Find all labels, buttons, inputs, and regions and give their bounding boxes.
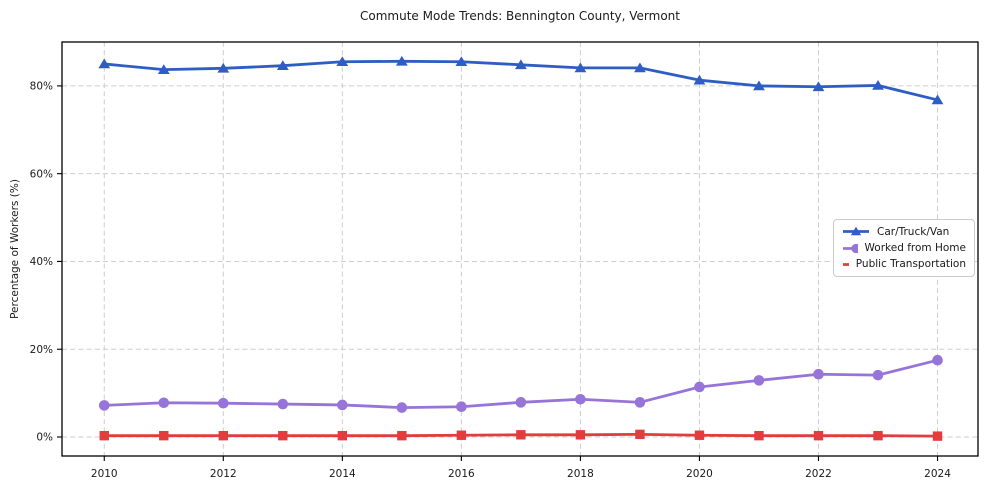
x-tick-label: 2022 [805, 468, 832, 480]
x-tick-label: 2014 [329, 468, 356, 480]
worked-from-home-marker [277, 398, 289, 410]
y-tick-label: 40% [30, 256, 53, 268]
x-tick-label: 2024 [924, 468, 951, 480]
worked-from-home-marker [753, 375, 765, 386]
y-tick-label: 60% [30, 168, 53, 180]
y-tick-label: 0% [36, 432, 53, 444]
worked-from-home-marker [456, 401, 467, 413]
x-tick-label: 2010 [91, 468, 118, 480]
car-truck-van-legend-marker-icon [843, 226, 869, 236]
worked-from-home-marker [515, 397, 527, 408]
car-truck-van-marker [574, 62, 587, 73]
public-transportation-marker [516, 430, 526, 440]
public-transportation-marker [694, 430, 705, 440]
car-truck-van-marker [276, 60, 289, 70]
car-truck-van-marker [157, 64, 170, 74]
series-public-transportation [99, 429, 943, 441]
worked-from-home-marker [158, 397, 170, 409]
public-transportation-marker [337, 430, 348, 441]
worked-from-home-marker [337, 399, 348, 411]
x-tick-label: 2020 [686, 468, 713, 480]
car-truck-van-marker [931, 94, 944, 105]
car-truck-van-marker [455, 56, 468, 67]
public-transportation-marker [278, 430, 288, 441]
worked-from-home-marker [634, 397, 646, 408]
public-transportation-marker [754, 430, 764, 441]
public-transportation-marker [159, 430, 169, 441]
legend-label: Car/Truck/Van [877, 225, 950, 238]
public-transportation-marker [456, 430, 467, 440]
legend-label: Public Transportation [855, 258, 966, 271]
worked-from-home-marker [98, 400, 110, 411]
public-transportation-marker [575, 430, 586, 440]
public-transportation-marker [873, 430, 883, 441]
x-tick-label: 2012 [210, 468, 237, 480]
y-tick-label: 80% [30, 81, 53, 93]
legend-item-worked-from-home: Worked from Home [842, 242, 966, 255]
x-tick-label: 2016 [448, 468, 475, 480]
public-transportation-marker [218, 430, 228, 441]
legend-item-car-truck-van: Car/Truck/Van [842, 225, 966, 238]
car-truck-van-marker [693, 74, 706, 85]
car-truck-van-marker [634, 62, 646, 73]
public-transportation-marker [397, 430, 407, 441]
car-truck-van-marker [753, 80, 765, 91]
car-truck-van-marker [514, 59, 527, 70]
worked-from-home-marker [872, 369, 884, 381]
chart-title: Commute Mode Trends: Bennington County, … [359, 9, 680, 23]
car-truck-van-marker [336, 56, 349, 67]
worked-from-home-marker [217, 397, 229, 409]
plot-frame [61, 41, 979, 457]
car-truck-van-marker [812, 81, 825, 92]
car-truck-van-marker [872, 80, 884, 90]
legend-item-public-transportation: Public Transportation [842, 258, 966, 271]
car-truck-van-marker [217, 62, 230, 73]
worked-from-home-marker [396, 402, 408, 413]
worked-from-home-marker [694, 381, 705, 393]
series-car-truck-van [98, 55, 944, 105]
worked-from-home-marker [575, 393, 586, 405]
car-truck-van-marker [98, 58, 111, 69]
public-transportation-marker [99, 430, 109, 441]
car-truck-van-marker [395, 55, 408, 66]
public-transportation-marker [813, 430, 824, 441]
series-worked-from-home [98, 354, 943, 413]
x-tick-label: 2018 [567, 468, 594, 480]
legend-label: Worked from Home [864, 242, 966, 254]
public-transportation-legend-marker-icon [843, 262, 849, 266]
legend: Car/Truck/Van Worked from Home Public Tran… [833, 219, 975, 277]
worked-from-home-marker [932, 354, 943, 366]
worked-from-home-marker [813, 368, 824, 380]
public-transportation-marker [932, 431, 943, 441]
public-transportation-marker [635, 429, 645, 440]
worked-from-home-legend-marker-icon [843, 243, 858, 253]
y-tick-label: 20% [30, 344, 53, 356]
